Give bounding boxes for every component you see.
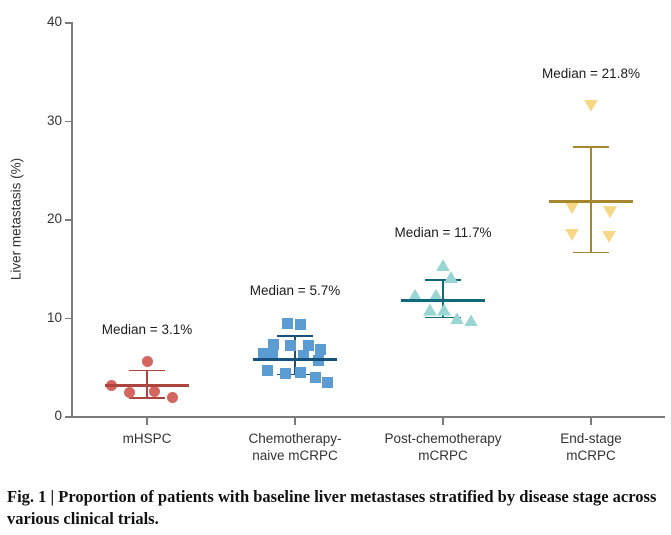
data-point (309, 372, 321, 384)
y-tick (64, 416, 72, 418)
category-label: End-stage mCRPC (560, 431, 622, 463)
figure-caption: Fig. 1 | Proportion of patients with bas… (7, 487, 657, 528)
whisker-cap-upper (129, 369, 165, 372)
y-tick (64, 120, 72, 122)
data-point (314, 343, 326, 355)
data-point (444, 271, 458, 284)
data-point (294, 318, 306, 330)
data-point (294, 367, 306, 379)
data-point (565, 202, 579, 215)
data-point (166, 391, 178, 403)
y-tick-label: 40 (46, 14, 62, 29)
x-tick (146, 417, 148, 425)
data-point (123, 386, 135, 398)
whisker-line (294, 336, 296, 375)
data-point (321, 377, 333, 388)
y-tick (64, 317, 72, 319)
whisker-cap-upper (573, 146, 609, 148)
median-line (253, 358, 337, 362)
y-axis-line (71, 22, 73, 418)
median-label: Median = 11.7% (394, 225, 492, 241)
data-point (141, 356, 153, 368)
y-axis-title: Liver metastasis (%) (8, 157, 24, 281)
data-point (565, 228, 579, 241)
y-tick-label: 0 (54, 408, 62, 423)
y-tick (64, 22, 72, 24)
data-point (297, 350, 309, 362)
data-point (437, 303, 451, 316)
data-point (603, 206, 617, 219)
x-tick (294, 417, 296, 425)
data-point (267, 338, 279, 350)
y-tick-label: 30 (46, 112, 62, 128)
data-point (279, 368, 291, 380)
data-point (436, 259, 450, 272)
y-tick (64, 219, 72, 221)
data-point (423, 303, 437, 316)
category-label: Chemotherapy- naive mCRPC (248, 431, 342, 463)
data-point (302, 339, 314, 351)
y-tick-label: 20 (46, 211, 62, 226)
y-tick-label: 10 (46, 309, 62, 325)
x-tick (590, 417, 592, 425)
median-label: Median = 5.7% (249, 283, 341, 299)
data-point (261, 365, 273, 377)
data-point (266, 349, 278, 361)
category-label: Post-chemotherapy mCRPC (384, 431, 502, 463)
x-axis-line (71, 416, 665, 418)
data-point (584, 99, 598, 112)
data-point (602, 230, 616, 243)
data-point (464, 314, 478, 327)
plot-area: 0 10 20 30 40 mHSPC Median = 3.1% Chemotherapy-… (46, 14, 665, 463)
data-point (281, 317, 293, 329)
median-line (401, 299, 485, 303)
median-line (105, 383, 189, 387)
whisker-cap-lower (425, 316, 461, 319)
median-line (549, 199, 633, 203)
data-point (284, 339, 296, 351)
category-label: mHSPC (122, 431, 172, 446)
data-point (450, 312, 464, 325)
whisker-cap-lower (129, 397, 165, 400)
data-point (148, 385, 160, 397)
whisker-line (442, 280, 444, 318)
x-tick (442, 417, 444, 425)
whisker-cap-lower (573, 251, 609, 254)
whisker-cap-upper (425, 279, 461, 281)
whisker-cap-upper (277, 335, 313, 337)
data-point (257, 348, 269, 360)
median-label: Median = 3.1% (101, 321, 193, 337)
median-label: Median = 21.8% (542, 65, 640, 81)
